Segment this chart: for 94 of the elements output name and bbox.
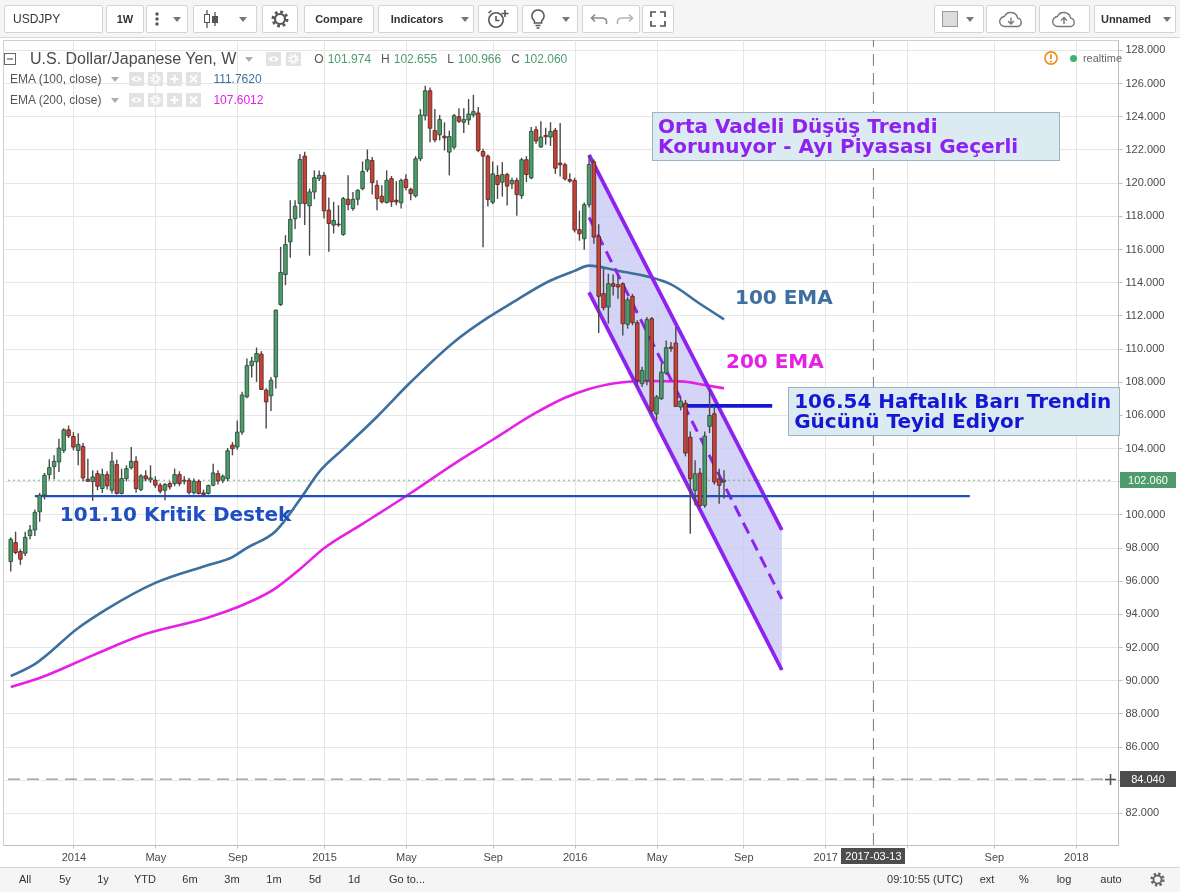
candlestick xyxy=(610,273,616,297)
y-tick-label: 96.000 xyxy=(1125,574,1160,587)
candlestick xyxy=(129,446,134,471)
candlestick xyxy=(8,536,13,573)
candlestick xyxy=(288,199,293,259)
text: 1y xyxy=(97,873,109,886)
text: All xyxy=(18,873,32,886)
text: USDJPY xyxy=(13,12,61,26)
text: 1d xyxy=(347,873,361,886)
text: 5d xyxy=(308,873,322,886)
y-tick-label: 100.000 xyxy=(1125,507,1166,520)
series-label: 200 EMA xyxy=(726,349,824,374)
series-label: 100 EMA xyxy=(735,285,833,310)
candlestick xyxy=(514,176,519,217)
text: YTD xyxy=(134,873,156,886)
candlestick xyxy=(548,121,553,147)
x-tick-label: 2018 xyxy=(1064,850,1089,863)
candlestick xyxy=(524,155,529,183)
text: 3m xyxy=(224,873,240,886)
ref-line-label: 2017-03-13 xyxy=(841,848,906,864)
y-tick-label: 116.000 xyxy=(1125,242,1165,255)
y-tick-label: 82.000 xyxy=(1125,806,1160,819)
y-tick-label: 122.000 xyxy=(1125,142,1166,155)
x-tick-label: 2017 xyxy=(813,850,838,863)
candlestick xyxy=(442,121,447,152)
text: Go to... xyxy=(388,873,426,886)
y-tick-label: 86.000 xyxy=(1125,740,1160,753)
x-tick-label: Sep xyxy=(483,850,503,863)
candlestick xyxy=(384,169,389,205)
text: Orta Vadeli Düşüş Trendi Korunuyor - Ayı Piyasası Geçerli xyxy=(658,113,1019,158)
y-tick-label: 98.000 xyxy=(1125,541,1160,554)
text: Indicators xyxy=(390,13,444,25)
candlestick xyxy=(557,122,563,178)
candlestick xyxy=(456,107,462,124)
text: 1W xyxy=(116,13,134,25)
candlestick xyxy=(707,389,712,434)
y-tick-label: 126.000 xyxy=(1125,76,1166,89)
y-tick-label: 118.000 xyxy=(1125,209,1165,222)
x-tick-label: 2015 xyxy=(312,850,337,863)
x-tick-label: Sep xyxy=(734,850,754,863)
text: Compare xyxy=(315,13,363,25)
text: % xyxy=(1019,873,1029,886)
candlestick xyxy=(95,469,100,491)
y-tick-label: 92.000 xyxy=(1125,640,1160,653)
text: U.S. Dollar/Japanese Yen, W xyxy=(30,50,237,68)
text: 6m xyxy=(182,873,198,886)
candlestick xyxy=(365,148,370,173)
x-tick-label: May xyxy=(145,850,167,863)
y-tick-label: 90.000 xyxy=(1125,673,1160,686)
y-tick-label: 104.000 xyxy=(1125,441,1166,454)
x-tick-label: 2014 xyxy=(61,850,87,863)
y-tick-label: 88.000 xyxy=(1125,706,1160,719)
y-tick-label: 120.000 xyxy=(1125,176,1166,189)
candlestick xyxy=(495,164,500,200)
text: log xyxy=(1056,873,1072,886)
candlestick xyxy=(398,177,404,210)
text: 1m xyxy=(266,873,282,886)
candlestick xyxy=(606,273,611,325)
text: Unnamed xyxy=(1100,13,1152,25)
x-tick-label: 2016 xyxy=(562,850,588,863)
ref-line-label: 84.040 xyxy=(1120,771,1176,788)
y-tick-label: 112.000 xyxy=(1125,308,1165,321)
x-tick-label: May xyxy=(396,850,418,863)
y-tick-label: 110.000 xyxy=(1125,342,1165,355)
candlestick xyxy=(504,172,510,207)
text: 5y xyxy=(59,873,71,886)
y-tick-label: 124.000 xyxy=(1125,109,1166,122)
y-tick-label: 114.000 xyxy=(1125,275,1165,288)
x-tick-label: Sep xyxy=(984,850,1005,863)
candlestick xyxy=(538,120,544,149)
y-tick-label: 108.000 xyxy=(1125,375,1166,388)
text: auto xyxy=(1100,873,1122,886)
candlestick xyxy=(345,174,351,211)
line-series xyxy=(9,379,726,689)
candlestick xyxy=(500,161,505,198)
text: EMA (200, close) 107.6012 xyxy=(10,93,264,107)
candlestick xyxy=(100,467,105,494)
y-tick-label: 94.000 xyxy=(1125,607,1160,620)
candlestick xyxy=(336,204,341,228)
candlestick xyxy=(692,459,698,507)
text: 09:10:55 (UTC) xyxy=(887,873,963,886)
line-series xyxy=(9,264,726,678)
text: ext xyxy=(979,873,995,886)
candlestick xyxy=(360,160,365,191)
candlestick xyxy=(104,470,110,491)
text: EMA (100, close) 111.7620 xyxy=(10,72,262,86)
annotation: realtime xyxy=(1082,52,1122,64)
text: O 101.974 H 102.655 L 100.966 C 102.060 xyxy=(314,52,568,66)
y-tick-label: 106.000 xyxy=(1125,408,1166,421)
candlestick xyxy=(71,431,76,452)
x-tick-label: Sep xyxy=(227,850,248,863)
y-tick-label: 128.000 xyxy=(1125,43,1166,56)
ref-line-label: 102.060 xyxy=(1120,472,1176,489)
x-tick-label: May xyxy=(646,850,668,863)
